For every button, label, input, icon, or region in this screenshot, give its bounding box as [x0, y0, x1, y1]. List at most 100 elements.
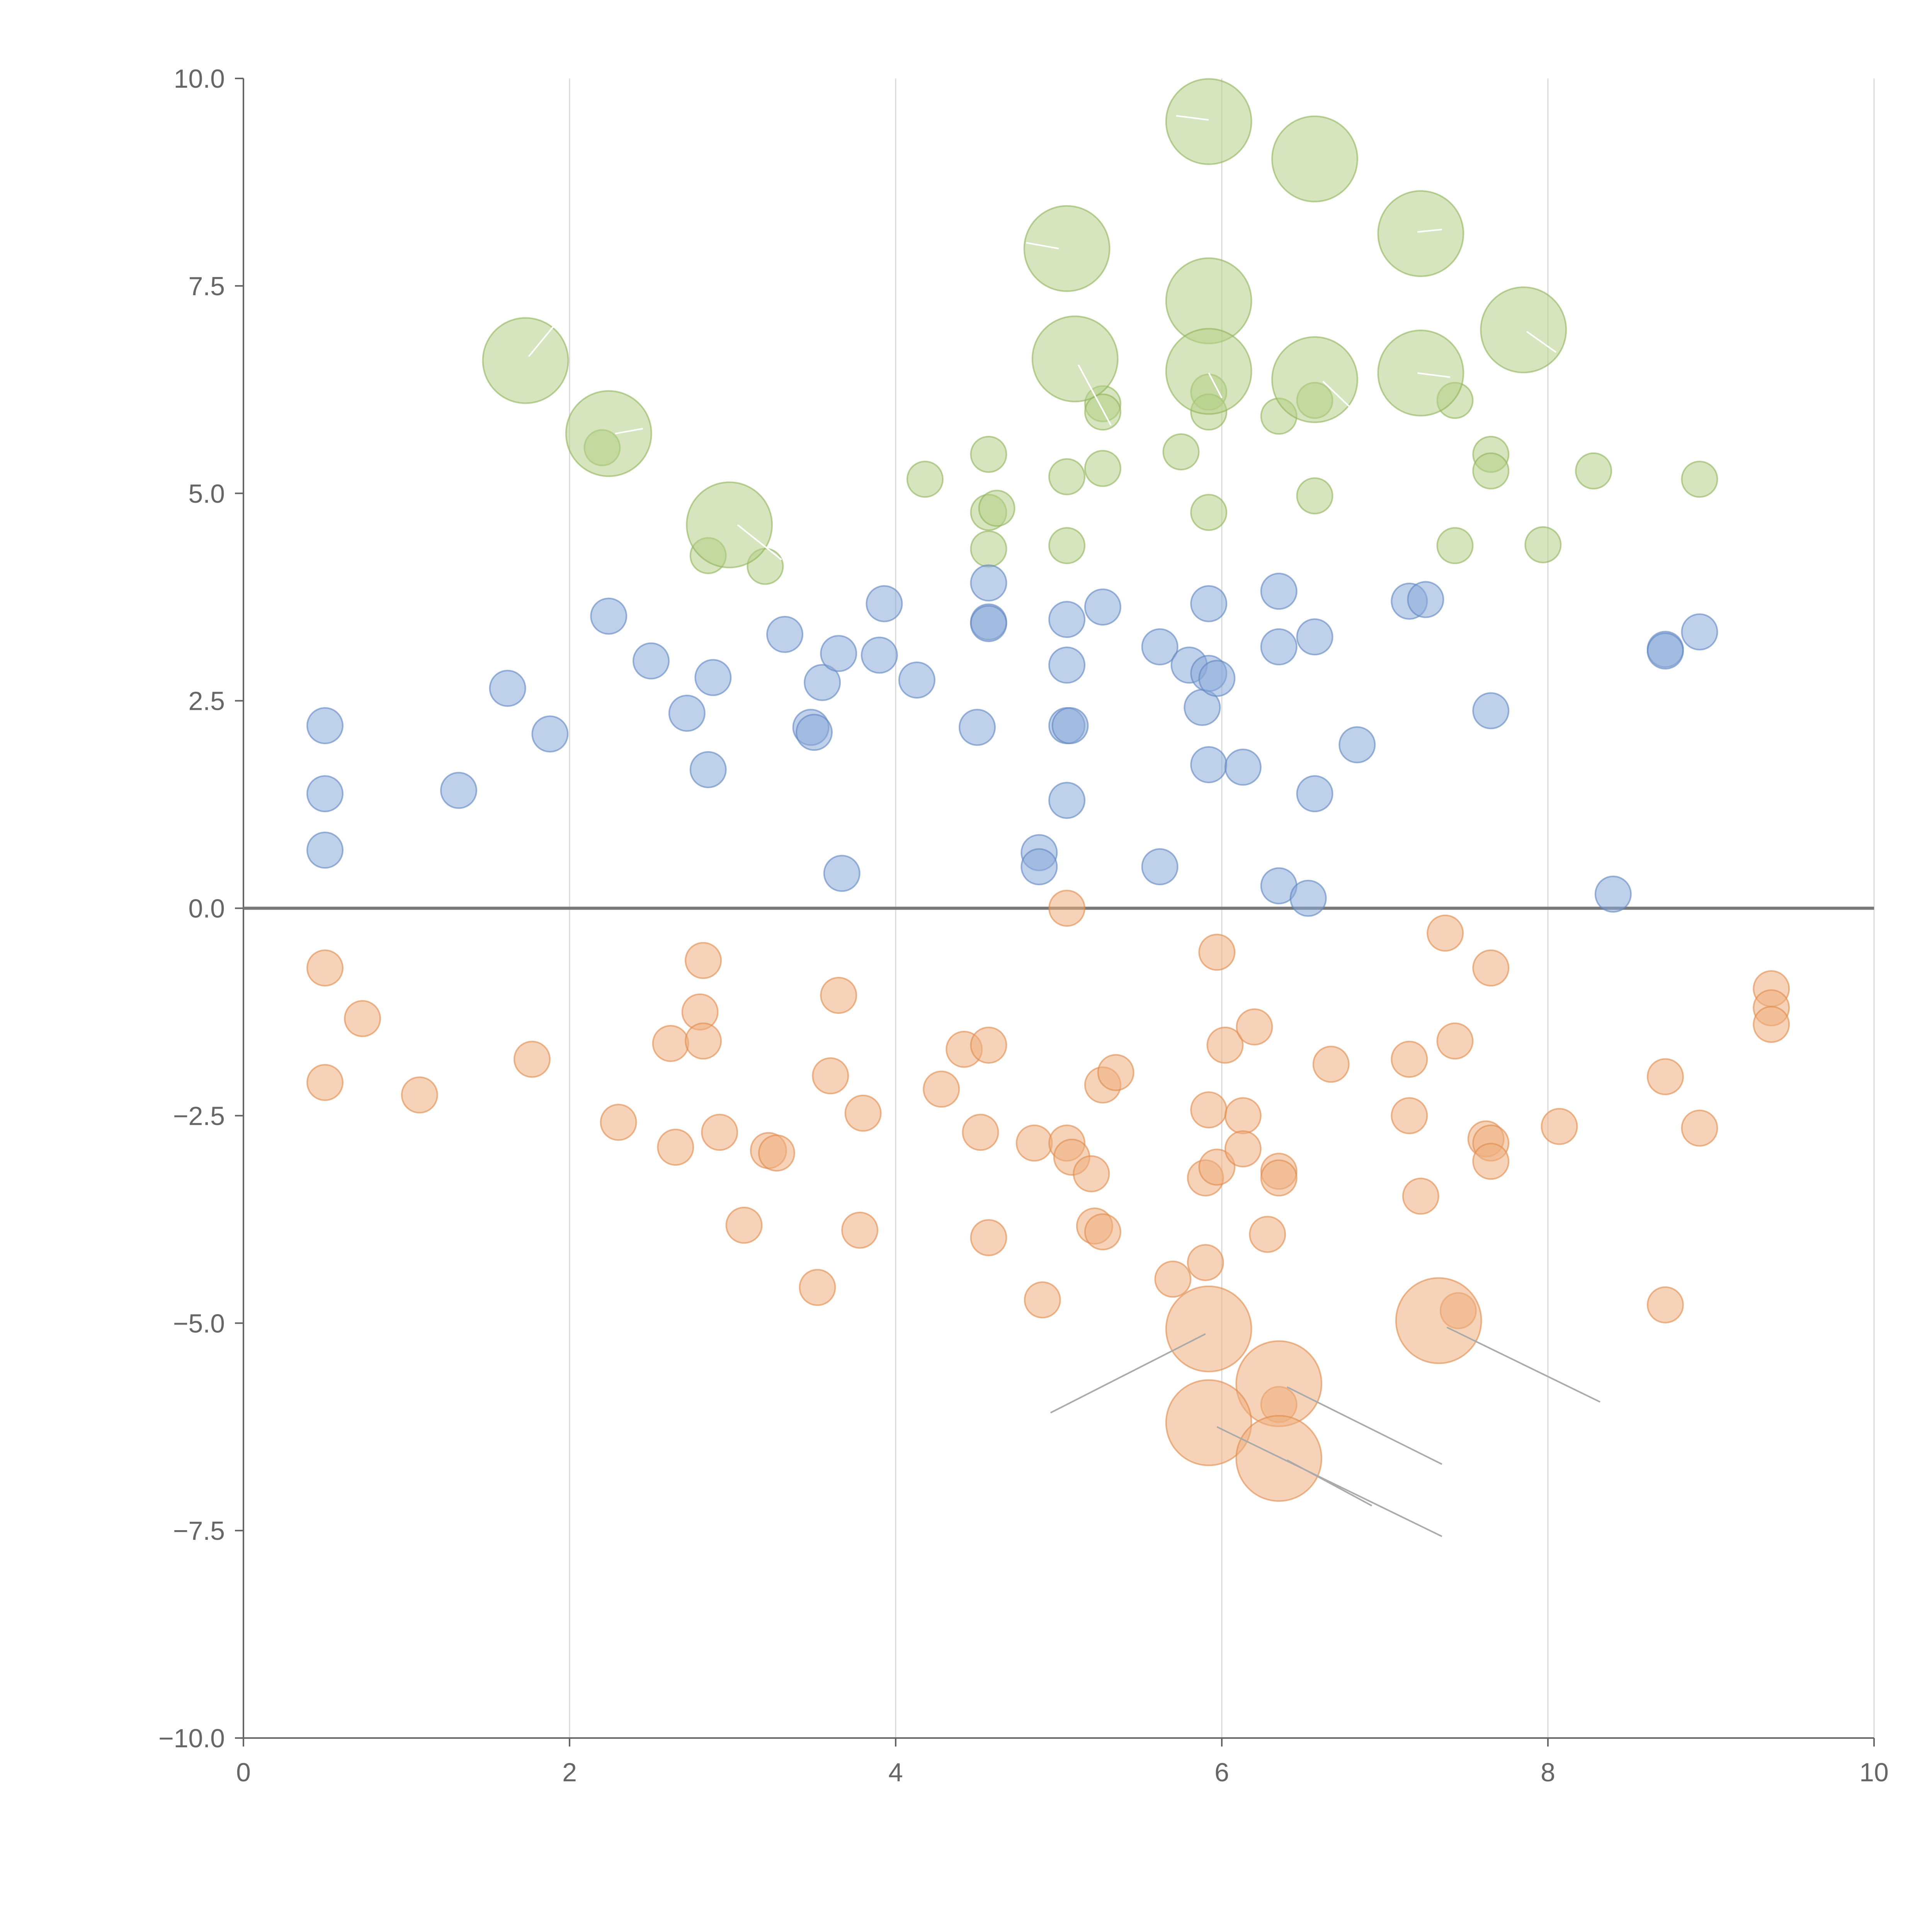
orange-point-47 [1260, 1159, 1298, 1197]
leader-line-8 [1417, 228, 1442, 233]
blue-point-21 [970, 564, 1007, 602]
orange-point-11 [701, 1114, 738, 1151]
leader-line-5 [1176, 115, 1209, 121]
leader-line-13 [1286, 1386, 1442, 1465]
leader-line-3 [1026, 242, 1059, 250]
orange-point-18 [841, 1211, 879, 1249]
orange-point-60 [1541, 1108, 1578, 1145]
blue-point-4 [489, 670, 526, 707]
orange-point-41 [1206, 1026, 1244, 1064]
blue-point-5 [531, 715, 569, 753]
blue-point-7 [633, 642, 670, 680]
green-point-12 [1084, 450, 1121, 487]
orange-point-3 [401, 1076, 438, 1114]
orange-point-56 [1472, 949, 1510, 987]
orange-point-30 [1073, 1155, 1110, 1192]
blue-point-11 [766, 616, 804, 653]
blue-point-27 [1048, 646, 1086, 684]
y-tick-label-2: 5.0 [188, 479, 225, 509]
green-point-13 [1162, 433, 1200, 471]
orange-point-36 [1187, 1244, 1224, 1281]
orange-point-10 [685, 1022, 722, 1060]
orange-point-54 [1436, 1022, 1474, 1060]
orange-point-23 [970, 1026, 1007, 1064]
blue-point-14 [804, 664, 841, 701]
orange-point-26 [1024, 1281, 1061, 1319]
orange-point-35 [1154, 1260, 1192, 1298]
orange-point-5 [600, 1104, 637, 1141]
orange-point-71 [1235, 1415, 1323, 1502]
blue-point-42 [1260, 628, 1298, 666]
green-point-24 [1524, 526, 1562, 563]
blue-point-44 [1289, 879, 1327, 917]
y-tick-label-6: −5.0 [173, 1309, 225, 1338]
y-tick-label-1: 7.5 [188, 272, 225, 301]
orange-point-62 [1646, 1286, 1684, 1324]
orange-point-61 [1646, 1058, 1684, 1095]
orange-point-43 [1224, 1130, 1262, 1168]
y-tick-label-7: −7.5 [173, 1516, 225, 1546]
bubble-layer [306, 78, 1790, 1502]
green-point-3 [906, 461, 944, 498]
green-point-8 [1048, 458, 1086, 495]
orange-point-40 [1198, 1148, 1236, 1186]
blue-point-54 [1681, 613, 1718, 651]
blue-point-39 [1190, 746, 1228, 783]
blue-point-47 [1338, 726, 1376, 764]
green-point-36 [1271, 336, 1358, 423]
green-point-39 [686, 481, 773, 568]
green-point-23 [1472, 452, 1510, 490]
blue-point-30 [1048, 782, 1086, 819]
leader-line-9 [1417, 372, 1451, 378]
orange-point-70 [1165, 1379, 1252, 1466]
blue-point-9 [689, 751, 727, 788]
blue-point-26 [1048, 601, 1086, 638]
orange-point-52 [1402, 1177, 1439, 1215]
blue-point-40 [1224, 748, 1262, 786]
blue-point-10 [694, 659, 732, 696]
leader-line-15 [1286, 1459, 1372, 1507]
blue-point-53 [1646, 632, 1684, 670]
orange-point-25 [1015, 1124, 1053, 1162]
blue-point-0 [306, 707, 344, 745]
blue-point-8 [668, 694, 706, 732]
y-tick-label-3: 2.5 [188, 687, 225, 716]
blue-point-45 [1296, 618, 1333, 656]
orange-point-50 [1391, 1041, 1428, 1078]
leader-line-1 [615, 428, 643, 435]
blue-point-29 [1051, 707, 1089, 745]
orange-point-1 [306, 1064, 344, 1101]
orange-point-9 [685, 942, 722, 979]
orange-point-6 [652, 1025, 689, 1062]
orange-point-63 [1681, 1109, 1718, 1147]
blue-point-36 [1190, 585, 1228, 622]
axes-layer: 10.0 7.5 5.0 2.5 0.0 −2.5 −5.0 −7.5 −10.0 0 2 4 6 8 10 [158, 64, 1889, 1787]
leader-layer [528, 115, 1600, 1537]
green-point-29 [1023, 205, 1111, 292]
y-tick-label-0: 10.0 [174, 64, 225, 94]
orange-point-44 [1236, 1008, 1273, 1046]
orange-point-16 [812, 1057, 849, 1095]
leader-line-12 [1446, 1327, 1600, 1403]
blue-point-1 [306, 775, 344, 813]
orange-point-45 [1249, 1216, 1286, 1253]
blue-point-41 [1260, 573, 1298, 610]
y-tick-label-5: −2.5 [173, 1101, 225, 1131]
orange-point-20 [923, 1070, 960, 1108]
orange-point-2 [344, 1000, 381, 1037]
orange-point-38 [1190, 1091, 1228, 1129]
orange-point-0 [306, 949, 344, 987]
green-point-19 [1296, 477, 1333, 515]
blue-point-2 [306, 832, 344, 869]
orange-point-39 [1198, 934, 1236, 971]
blue-point-3 [440, 772, 478, 809]
blue-point-23 [970, 605, 1007, 642]
green-point-30 [1377, 190, 1464, 277]
x-tick-label-0: 0 [236, 1758, 251, 1787]
green-point-11 [1084, 393, 1121, 431]
blue-point-31 [1084, 588, 1121, 626]
x-tick-label-1: 2 [562, 1758, 577, 1787]
leader-line-7 [1322, 381, 1350, 407]
